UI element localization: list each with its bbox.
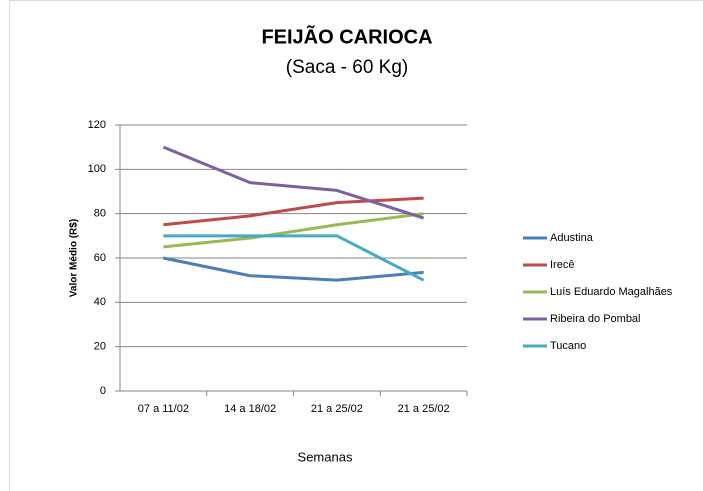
y-tick-label: 40	[94, 296, 106, 308]
y-tick-label: 80	[94, 208, 106, 220]
chart-subtitle: (Saca - 60 Kg)	[286, 57, 409, 78]
series-line	[163, 234, 425, 282]
series-line	[163, 212, 424, 249]
legend-label: Irecê	[550, 259, 574, 271]
x-tick-label: 14 a 18/02	[224, 403, 276, 415]
x-tick-label: 07 a 11/02	[138, 403, 189, 415]
x-tick-label: 21 a 25/02	[311, 403, 363, 415]
legend-label: Luís Eduardo Magalhães	[550, 286, 673, 298]
series-line	[163, 196, 424, 227]
y-tick-label: 100	[88, 163, 106, 175]
chart-border	[9, 0, 703, 491]
series-line	[163, 256, 424, 282]
y-tick-label: 60	[94, 252, 106, 264]
y-tick-label: 20	[94, 341, 106, 353]
x-tick-label: 21 a 25/02	[398, 403, 450, 415]
series-line	[162, 145, 425, 220]
y-tick-label: 120	[88, 119, 106, 131]
legend-label: Adustina	[550, 232, 594, 244]
legend-label: Tucano	[550, 340, 586, 352]
legend-label: Ribeira do Pombal	[550, 313, 641, 325]
x-axis-label: Semanas	[298, 449, 353, 464]
chart-title: FEIJÃO CARIOCA	[261, 25, 432, 48]
y-tick-label: 0	[100, 385, 106, 397]
y-axis-label: Valor Médio (R$)	[69, 219, 80, 297]
